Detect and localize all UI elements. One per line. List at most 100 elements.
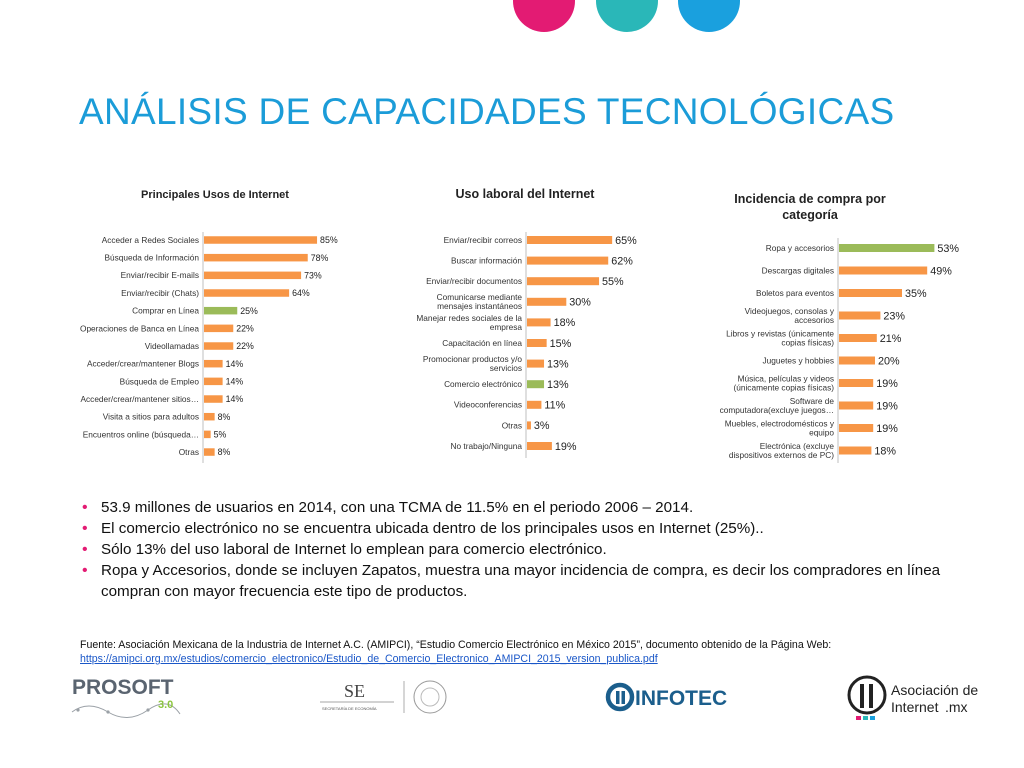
bar [527,277,600,286]
category-label: Enviar/recibir E-mails [121,270,199,280]
category-label-line: Descargas digitales [762,265,834,275]
value-label: 64% [292,288,310,298]
category-label-line: Comercio electrónico [444,379,522,389]
category-label: Ropa y accesorios [766,243,834,253]
category-label-line: Manejar redes sociales de la [416,313,522,323]
bar [839,446,872,455]
category-label-line: Otras [502,420,522,430]
value-label: 19% [876,423,898,435]
asociacion-graphic: Asociación de Internet .mx [847,675,978,720]
bar [839,356,875,365]
category-label-line: No trabajo/Ninguna [451,441,523,451]
category-label-line: Juguetes y hobbies [763,355,835,365]
category-label: Juguetes y hobbies [763,355,835,365]
bar [527,297,567,306]
category-label: Enviar/recibir documentos [426,276,522,286]
value-label: 15% [550,338,572,350]
category-label: Descargas digitales [762,265,834,275]
bar [204,359,223,368]
value-label: 85% [320,235,338,245]
category-label-line: Capacitación en línea [442,338,522,348]
category-label: Promocionar productos y/o servicios [423,354,523,373]
source-text: Fuente: Asociación Mexicana de la Indust… [80,639,832,651]
category-label-line: copias físicas) [781,337,834,347]
bar [527,359,545,368]
bar [204,289,290,297]
category-label-line: Música, películas y videos [738,373,834,383]
category-label: Enviar/recibir correos [444,235,522,245]
category-label-line: Operaciones de Banca en Línea [80,323,199,333]
bar [839,379,874,387]
value-label: 8% [218,447,231,457]
value-label: 62% [611,255,633,267]
category-label-line: servicios [490,363,522,373]
value-label: 65% [615,235,637,247]
category-label-line: Búsqueda de Empleo [120,376,200,386]
prosoft-version: 3.0 [158,699,173,711]
value-label: 20% [878,355,900,367]
category-label: Videojuegos, consolas y accesorios [745,306,835,325]
bar [839,244,935,252]
bar [527,236,613,244]
se-logo: SE SECRETARÍA DE ECONOMÍA [312,677,472,717]
bar [204,306,238,315]
category-label: Comunicarse mediante mensajes instantáneo… [437,292,523,311]
category-label-line: Enviar/recibir (Chats) [121,288,199,298]
category-label: Videollamadas [145,341,199,351]
category-label: Visita a sitios para adultos [103,412,199,422]
value-label: 19% [876,400,898,412]
se-graphic: SE SECRETARÍA DE ECONOMÍA [320,680,447,714]
bullet-item: 53.9 millones de usuarios en 2014, con u… [80,497,980,518]
category-label-line: Promocionar productos y/o [423,354,523,364]
value-label: 19% [876,378,898,390]
prosoft-graphic: PROSOFT 3.0 [71,676,181,718]
chart-incidencia-compra: Incidencia de compra por categoría 53% Ro… [660,182,960,467]
prosoft-name: PROSOFT [72,676,174,699]
bullet-list: 53.9 millones de usuarios en 2014, con u… [80,497,980,602]
bar [839,266,928,275]
pink-dot [513,0,575,32]
category-label-line: Acceder/crear/mantener Blogs [87,359,199,369]
category-label-line: Muebles, electrodomésticos y [725,418,835,428]
category-label-line: Software de [790,396,835,406]
category-label-line: Visita a sitios para adultos [103,412,199,422]
category-label-line: computadora(excluye juegos… [720,405,834,415]
category-label: Otras [502,420,522,430]
bar [527,421,531,430]
category-label: Acceder/crear/mantener Blogs [87,359,199,369]
category-label-line: Boletos para eventos [756,288,834,298]
value-label: 49% [930,265,952,277]
bar [839,311,881,320]
bar [527,380,545,389]
category-label: Acceder/crear/mantener sitios… [80,394,199,404]
value-label: 13% [547,358,569,370]
value-label: 14% [226,359,244,369]
value-label: 18% [554,317,576,329]
value-label: 73% [304,270,322,280]
category-label-line: Otras [179,447,199,457]
asociacion-line1: Asociación de [891,682,978,698]
category-label-line: Comunicarse mediante [437,292,523,302]
bar [204,377,223,386]
bullet-item: Sólo 13% del uso laboral de Internet lo … [80,539,980,560]
category-label-line: Encuentros online (búsqueda… [83,429,199,439]
category-label-line: Ropa y accesorios [766,243,834,253]
bar [839,334,877,342]
bar [527,400,542,409]
category-label: Búsqueda de Empleo [120,376,200,386]
infotec-name: INFOTEC [635,687,727,710]
chart-svg: 85% Acceder a Redes Sociales 78% Búsqueda d… [80,232,338,463]
asociacion-internet-logo: Asociación de Internet .mx [845,670,985,724]
category-label: Enviar/recibir (Chats) [121,288,199,298]
value-label: 22% [236,323,254,333]
category-label: Comprar en Línea [132,306,199,316]
value-label: 35% [905,288,927,300]
category-label-line: Enviar/recibir E-mails [121,270,199,280]
category-label-line: (únicamente copias físicas) [733,382,834,392]
category-label-line: empresa [490,322,523,332]
bar [527,442,552,450]
value-label: 25% [240,306,258,316]
source-link[interactable]: https://amipci.org.mx/estudios/comercio_… [80,653,658,665]
category-label: Música, películas y videos (únicamente co… [733,373,834,392]
bar [527,256,609,265]
